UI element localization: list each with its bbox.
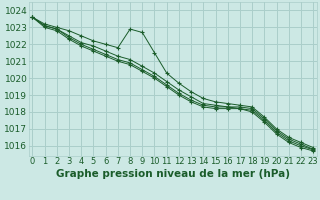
X-axis label: Graphe pression niveau de la mer (hPa): Graphe pression niveau de la mer (hPa) [56, 169, 290, 179]
